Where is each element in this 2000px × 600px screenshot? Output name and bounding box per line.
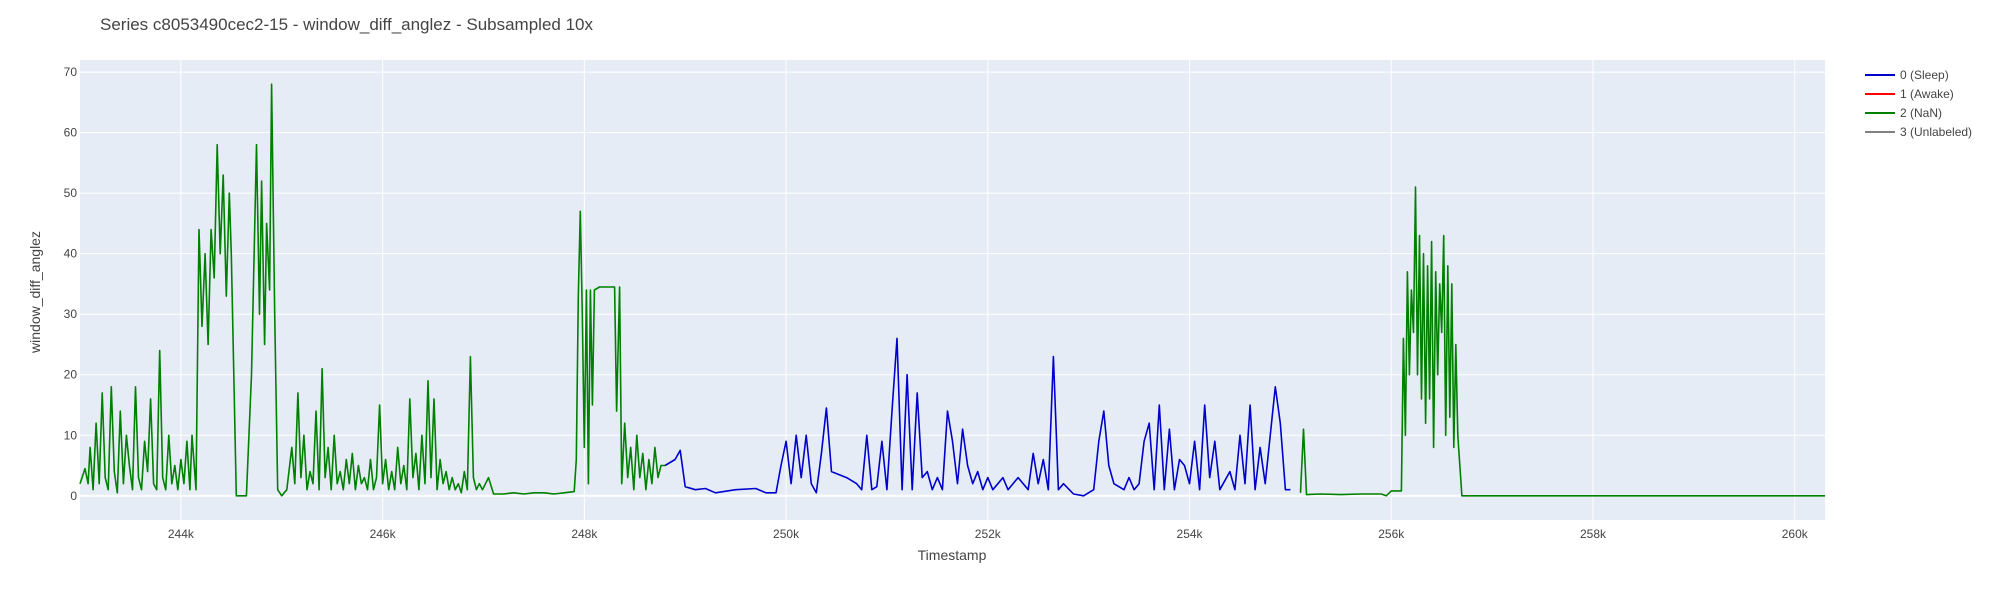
y-tick-label: 40	[64, 247, 78, 261]
x-tick-label: 250k	[773, 527, 800, 541]
legend-label: 3 (Unlabeled)	[1900, 125, 1972, 139]
series-line-2-nan	[1299, 186, 1825, 497]
x-tick-label: 248k	[571, 527, 598, 541]
plot-area	[80, 60, 1825, 520]
y-tick-label: 60	[64, 126, 78, 140]
x-tick-label: 256k	[1378, 527, 1405, 541]
legend-label: 0 (Sleep)	[1900, 68, 1949, 82]
legend-item-3-unlabeled[interactable]: 3 (Unlabeled)	[1865, 125, 1972, 139]
y-axis-ticks: 0 10 20 30 40 50 60 70	[64, 65, 78, 503]
legend-item-0-sleep[interactable]: 0 (Sleep)	[1865, 68, 1949, 82]
x-tick-label: 246k	[370, 527, 397, 541]
y-tick-label: 70	[64, 65, 78, 79]
series-line-0-sleep	[664, 337, 1291, 497]
series-lines	[79, 83, 1825, 497]
legend[interactable]: 0 (Sleep) 1 (Awake) 2 (NaN) 3 (Unlabeled)	[1865, 68, 1972, 139]
y-tick-label: 30	[64, 307, 78, 321]
x-axis-label: Timestamp	[918, 547, 987, 563]
x-tick-label: 252k	[975, 527, 1002, 541]
legend-item-1-awake[interactable]: 1 (Awake)	[1865, 87, 1954, 101]
legend-label: 2 (NaN)	[1900, 106, 1942, 120]
y-tick-label: 50	[64, 186, 78, 200]
x-axis-ticks: 244k 246k 248k 250k 252k 254k 256k 258k 260k	[168, 527, 1809, 541]
x-tick-label: 258k	[1580, 527, 1607, 541]
y-axis-label: window_diff_anglez	[27, 231, 43, 354]
legend-label: 1 (Awake)	[1900, 87, 1954, 101]
legend-item-2-nan[interactable]: 2 (NaN)	[1865, 106, 1942, 120]
y-tick-label: 20	[64, 368, 78, 382]
x-tick-label: 260k	[1782, 527, 1809, 541]
y-tick-label: 10	[64, 428, 78, 442]
series-line-2-nan	[79, 83, 665, 497]
chart-title: Series c8053490cec2-15 - window_diff_ang…	[100, 15, 593, 34]
x-tick-label: 254k	[1177, 527, 1204, 541]
y-tick-label: 0	[70, 489, 77, 503]
x-tick-label: 244k	[168, 527, 195, 541]
